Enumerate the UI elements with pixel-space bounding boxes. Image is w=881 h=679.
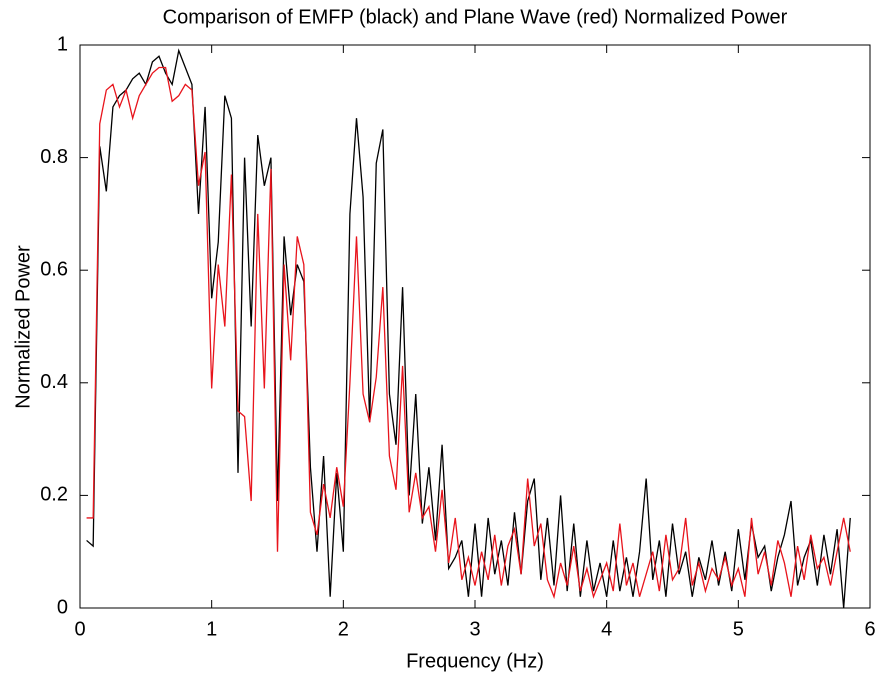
series-line bbox=[86, 66, 851, 600]
y-tick-label: 0.6 bbox=[40, 258, 68, 280]
x-tick-label: 4 bbox=[601, 618, 612, 640]
y-tick-label: 0.4 bbox=[40, 371, 68, 393]
x-tick-label: 5 bbox=[733, 618, 744, 640]
x-axis-label: Frequency (Hz) bbox=[406, 650, 544, 672]
y-tick-label: 0.2 bbox=[40, 484, 68, 506]
y-tick-label: 0.8 bbox=[40, 146, 68, 168]
y-tick-label: 1 bbox=[57, 33, 68, 55]
y-tick-label: 0 bbox=[57, 596, 68, 618]
x-tick-label: 0 bbox=[74, 618, 85, 640]
x-tick-label: 6 bbox=[864, 618, 875, 640]
x-tick-label: 2 bbox=[338, 618, 349, 640]
x-tick-label: 3 bbox=[469, 618, 480, 640]
series-line bbox=[86, 48, 851, 609]
chart-title: Comparison of EMFP (black) and Plane Wav… bbox=[163, 6, 788, 28]
y-axis-label: Normalized Power bbox=[12, 245, 34, 409]
x-tick-label: 1 bbox=[206, 618, 217, 640]
